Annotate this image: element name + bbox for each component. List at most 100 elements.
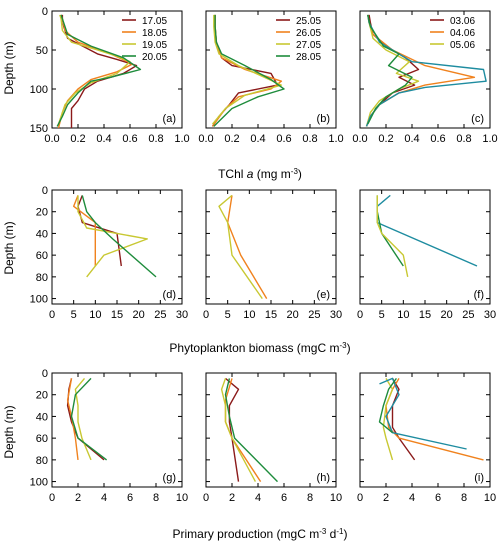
x-tick-label: 0.4 — [404, 133, 419, 145]
series-line — [367, 14, 413, 125]
y-tick-label: 50 — [36, 45, 48, 57]
panel-label: (e) — [317, 289, 330, 301]
series-line — [218, 194, 263, 300]
y-tick-label: 40 — [36, 411, 48, 423]
x-tick-label: 10 — [89, 309, 101, 321]
x-tick-label: 15 — [111, 309, 123, 321]
x-tick-label: 2 — [383, 492, 389, 504]
x-tick-label: 10 — [397, 309, 409, 321]
x-tick-label: 0 — [49, 309, 55, 321]
x-tick-label: 1.0 — [174, 133, 189, 145]
panel-label: (h) — [317, 472, 330, 484]
x-tick-label: 30 — [330, 309, 342, 321]
x-tick-label: 0 — [203, 309, 209, 321]
panel-label: (i) — [474, 472, 484, 484]
series-line — [77, 195, 149, 278]
plot-frame — [51, 372, 183, 488]
x-tick-label: 0 — [357, 309, 363, 321]
x-tick-label: 15 — [265, 309, 277, 321]
plot-frame — [359, 10, 491, 129]
series-line — [378, 377, 397, 434]
x-tick-label: 5 — [71, 309, 77, 321]
plot-frame — [205, 10, 337, 129]
y-tick-label: 0 — [42, 185, 48, 197]
x-tick-label: 20 — [441, 309, 453, 321]
panels-group: 0.0 0.2 0.4 0.6 0.8 1.005010015017.0518.0519.… — [30, 6, 498, 504]
row2-xlabel: Phytoplankton biomass (mgC m-3) — [169, 341, 350, 356]
plot-frame — [359, 372, 491, 488]
x-tick-label: 0 — [49, 492, 55, 504]
x-tick-label: 0 — [203, 492, 209, 504]
x-tick-label: 0.8 — [302, 133, 317, 145]
x-tick-label: 25 — [154, 309, 166, 321]
x-tick-label: 0.6 — [122, 133, 137, 145]
x-tick-label: 0.0 — [352, 133, 367, 145]
legend-label: 19.05 — [142, 40, 167, 51]
plot-frame — [51, 189, 183, 305]
y-tick-label: 20 — [36, 207, 48, 219]
panel-label: (c) — [471, 113, 484, 125]
series-line — [391, 378, 416, 461]
series-line — [81, 195, 157, 278]
x-tick-label: 0.2 — [224, 133, 239, 145]
x-tick-label: 0.6 — [430, 133, 445, 145]
series-line — [226, 195, 268, 299]
plot-frame — [205, 372, 337, 488]
x-tick-label: 6 — [435, 492, 441, 504]
series-line — [70, 377, 108, 461]
panel-e: 0 5 10 15 20 25 30(e) — [203, 189, 342, 321]
series-line — [57, 14, 131, 125]
x-tick-label: 25 — [308, 309, 320, 321]
plot-frame — [205, 189, 337, 305]
x-tick-label: 0.6 — [276, 133, 291, 145]
panel-label: (f) — [474, 289, 484, 301]
row2-ylabel: Depth (m) — [2, 221, 16, 274]
panel-label: (a) — [163, 113, 176, 125]
series-line — [211, 14, 279, 127]
x-tick-label: 0.2 — [378, 133, 393, 145]
series-line — [365, 14, 420, 127]
x-tick-label: 0.0 — [198, 133, 213, 145]
panel-f: 0 5 10 15 20 25 30(f) — [357, 189, 496, 321]
legend-label: 25.05 — [296, 16, 321, 27]
y-tick-label: 60 — [36, 433, 48, 445]
y-tick-label: 0 — [42, 6, 48, 18]
x-tick-label: 30 — [484, 309, 496, 321]
series-line — [72, 195, 97, 266]
series-line — [213, 14, 285, 127]
x-tick-label: 4 — [255, 492, 261, 504]
x-tick-label: 8 — [461, 492, 467, 504]
y-tick-label: 80 — [36, 272, 48, 284]
panel-d: 0 5 10 15 20 25 30 0 20 40 60 80 100 (d) — [30, 185, 188, 321]
x-tick-label: 0.4 — [96, 133, 111, 145]
y-tick-label: 150 — [30, 123, 48, 135]
x-tick-label: 6 — [281, 492, 287, 504]
plot-frame — [51, 10, 183, 129]
series-line — [211, 14, 283, 125]
panel-label: (d) — [163, 289, 176, 301]
y-tick-label: 20 — [36, 390, 48, 402]
series-line — [211, 14, 283, 127]
x-tick-label: 10 — [330, 492, 342, 504]
legend-label: 05.06 — [450, 40, 475, 51]
x-tick-label: 20 — [287, 309, 299, 321]
x-tick-label: 0 — [357, 492, 363, 504]
x-tick-label: 4 — [409, 492, 415, 504]
legend-label: 03.06 — [450, 16, 475, 27]
x-tick-label: 0.8 — [148, 133, 163, 145]
x-tick-label: 1.0 — [328, 133, 343, 145]
panel-h: 0 2 4 6 8 10(h) — [203, 372, 342, 504]
row1-xlabel: TChl a (mg m-3) — [218, 167, 302, 182]
series-line — [376, 195, 409, 278]
panel-a: 0.0 0.2 0.4 0.6 0.8 1.0 0 50 100 150 17.0518.0519.… — [30, 6, 190, 145]
legend-label: 04.06 — [450, 28, 475, 39]
legend-label: 26.05 — [296, 28, 321, 39]
x-tick-label: 5 — [379, 309, 385, 321]
plot-frame — [359, 189, 491, 305]
x-tick-label: 4 — [101, 492, 107, 504]
legend-label: 17.05 — [142, 16, 167, 27]
x-tick-label: 10 — [243, 309, 255, 321]
y-tick-label: 100 — [30, 84, 48, 96]
x-tick-label: 1.0 — [482, 133, 497, 145]
series-line — [379, 377, 467, 450]
